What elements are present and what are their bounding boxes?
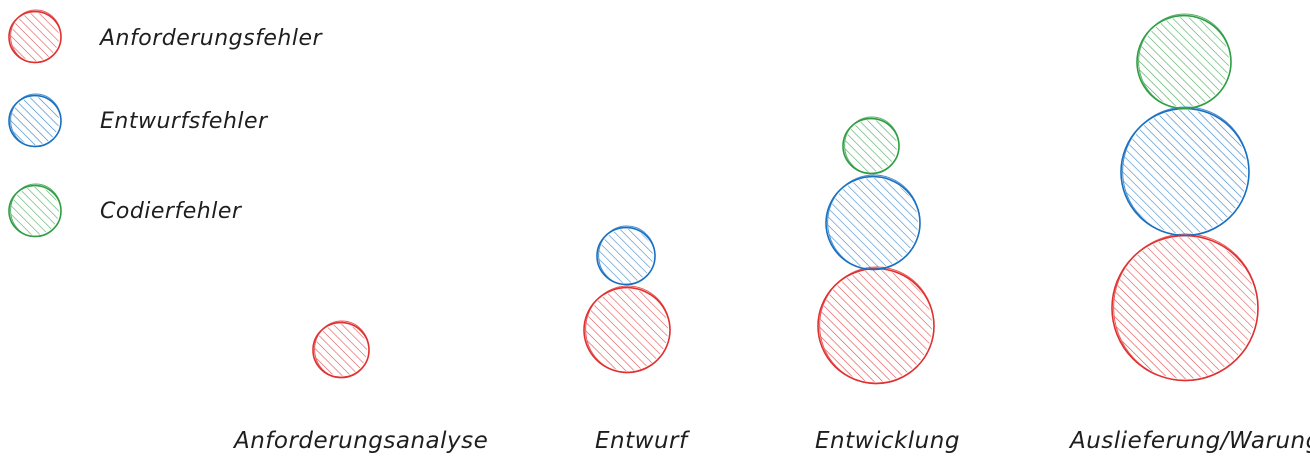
phase-label-entwicklung: Entwicklung [815,428,960,454]
phase-label-anforderungsanalyse: Anforderungsanalyse [232,428,488,454]
hatch-fill [586,289,668,371]
hatch-fill [828,178,918,268]
phase-anforderungsanalyse: Anforderungsanalyse [232,320,488,454]
design-error-circle [1120,106,1250,237]
legend-label-anforderungsfehler: Anforderungsfehler [98,26,323,51]
hatch-fill [11,13,59,61]
circle-outline-sketch [10,9,62,64]
hatch-fill [1139,17,1229,107]
design-error-circle [825,174,921,271]
legend-label-codierfehler: Codierfehler [100,199,243,224]
circle-outline-sketch [1122,106,1250,237]
requirement-error-circle [583,285,671,374]
circle-outline-sketch [844,116,900,175]
legend-item-codierfehler: Codierfehler [8,183,243,238]
legend-swatch-red [8,9,62,64]
legend-item-entwurfsfehler: Entwurfsfehler [8,93,269,148]
legend-item-anforderungsfehler: Anforderungsfehler [8,9,323,64]
coding-error-circle [1136,13,1232,110]
legend: Anforderungsfehler Entwurfsfehler Codier… [8,9,323,238]
circle-outline-sketch [585,285,671,374]
phase-label-entwurf: Entwurf [595,428,690,454]
design-error-circle [596,225,656,286]
circle-outline-sketch [1138,13,1232,110]
requirement-error-circle [1111,233,1259,382]
requirement-error-circle [817,266,935,385]
phase-label-auslieferung: Auslieferung/Warung [1068,428,1310,454]
hatch-fill [11,97,59,145]
legend-swatch-blue [8,93,62,148]
hatch-fill [1114,237,1256,379]
phase-entwurf: Entwurf [583,225,690,454]
circle-outline-sketch [827,174,921,271]
hatch-fill [599,229,653,283]
hatch-fill [11,187,59,235]
circle-outline-sketch [598,225,656,286]
circle-outline-sketch [10,93,62,148]
phase-auslieferung: Auslieferung/Warung [1068,13,1310,454]
hatch-fill [1123,110,1247,234]
legend-swatch-green [8,183,62,238]
requirement-error-circle [312,320,370,379]
legend-label-entwurfsfehler: Entwurfsfehler [100,109,269,134]
hatch-fill [315,324,367,376]
phase-entwicklung: Entwicklung [815,116,960,454]
hatch-fill [845,120,897,172]
circle-outline-sketch [10,183,62,238]
coding-error-circle [842,116,900,175]
hatch-fill [820,270,932,382]
circle-outline-sketch [314,320,370,379]
circle-outline-sketch [1113,233,1259,382]
